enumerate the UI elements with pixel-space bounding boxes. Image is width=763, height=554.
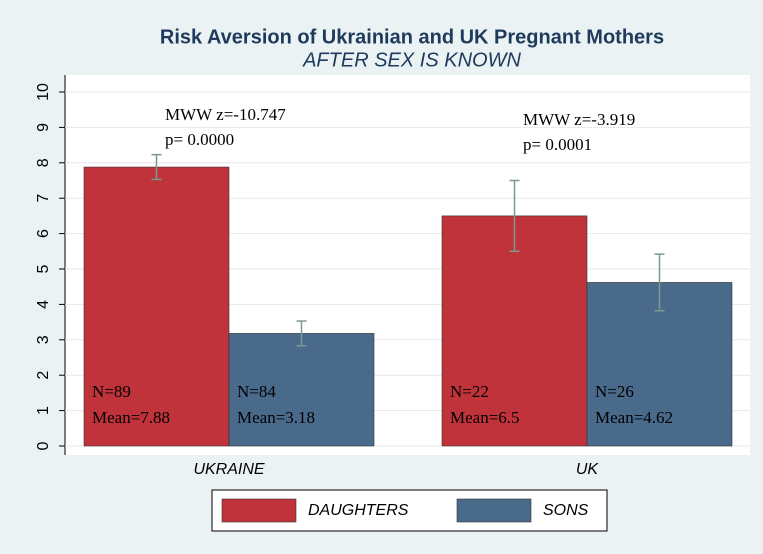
annotation: p= 0.0001: [523, 135, 592, 154]
y-tick-label: 10: [35, 83, 52, 101]
legend-swatch: [221, 498, 297, 523]
y-tick-label: 7: [35, 194, 52, 203]
annotation: p= 0.0000: [165, 130, 234, 149]
y-tick-label: 0: [35, 441, 52, 450]
n-label: N=84: [237, 382, 276, 401]
legend-swatch: [456, 498, 532, 523]
value-label: Mean=4.62: [595, 408, 673, 427]
n-label: N=22: [450, 382, 489, 401]
y-tick-label: 2: [35, 371, 52, 380]
y-tick-label: 5: [35, 264, 52, 273]
y-tick-label: 1: [35, 406, 52, 415]
legend-label: SONS: [543, 502, 589, 519]
annotation: MWW z=-10.747: [165, 105, 286, 124]
bar: [83, 166, 230, 447]
value-label: Mean=7.88: [92, 408, 170, 427]
y-tick-label: 6: [35, 229, 52, 238]
x-tick-label: UK: [576, 461, 600, 478]
chart-subtitle: AFTER SEX IS KNOWN: [302, 49, 521, 71]
y-tick-label: 8: [35, 158, 52, 167]
value-label: Mean=3.18: [237, 408, 315, 427]
x-tick-label: UKRAINE: [193, 461, 264, 478]
n-label: N=26: [595, 382, 634, 401]
y-tick-label: 3: [35, 335, 52, 344]
y-tick-label: 9: [35, 123, 52, 132]
bar: [228, 333, 375, 447]
y-tick-label: 4: [35, 300, 52, 309]
legend: [211, 489, 608, 532]
bar: [441, 215, 588, 447]
n-label: N=89: [92, 382, 131, 401]
annotation: MWW z=-3.919: [523, 110, 635, 129]
chart-title: Risk Aversion of Ukrainian and UK Pregna…: [160, 26, 664, 48]
legend-label: DAUGHTERS: [308, 502, 409, 519]
value-label: Mean=6.5: [450, 408, 520, 427]
